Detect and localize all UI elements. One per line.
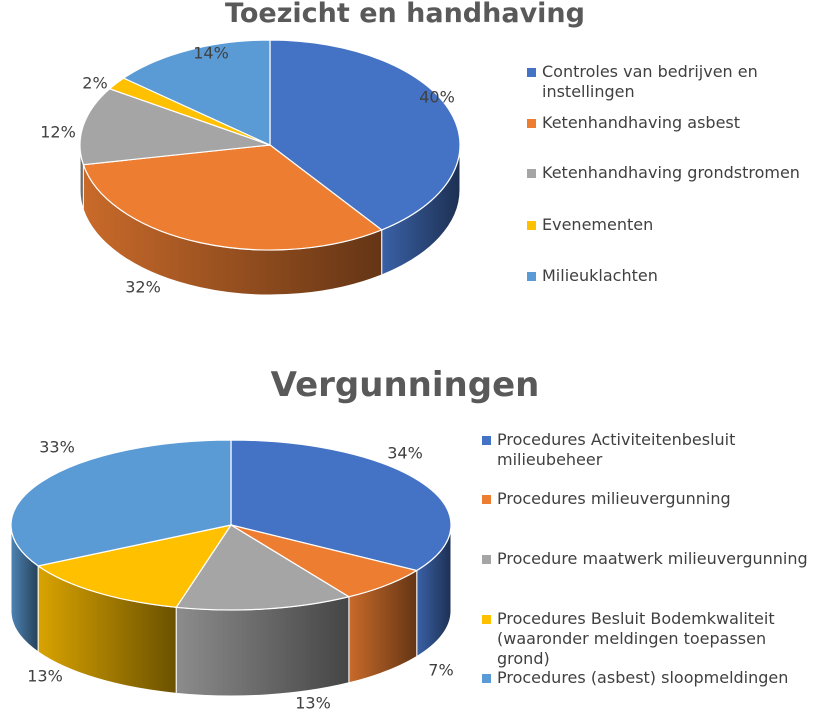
data-label-2: 7%	[428, 661, 453, 680]
legend-label: Milieuklachten	[542, 266, 658, 285]
pie-slice-4	[36, 524, 233, 608]
pie-slice-3	[175, 524, 351, 611]
chart-title: Toezicht en handhaving	[225, 0, 585, 29]
data-label-3: 13%	[295, 694, 331, 713]
legend-swatch	[527, 272, 536, 281]
legend-swatch	[482, 555, 491, 564]
legend-swatch	[527, 68, 536, 77]
data-label-4: 13%	[27, 667, 63, 686]
legend-item-2: Ketenhandhaving asbest	[527, 113, 740, 132]
data-label-1: 40%	[419, 88, 455, 107]
legend-label: Procedures milieuvergunning	[497, 489, 731, 508]
chart-vergunningen: Vergunningen 34% 7% 13% 13% 33% Procedures Act…	[10, 365, 808, 713]
legend-label: Procedure maatwerk milieuvergunning	[497, 549, 808, 568]
pie-slice-1	[269, 39, 461, 231]
legend-label: Controles van bedrijven en instellingen	[542, 62, 758, 101]
legend-item-5: Milieuklachten	[527, 266, 658, 285]
data-label-1: 34%	[387, 444, 423, 463]
legend-item-4: Procedures Besluit Bodemkwaliteit (waaron…	[482, 609, 775, 668]
legend-label: Ketenhandhaving grondstromen	[542, 163, 800, 182]
pie-slice-3	[79, 88, 271, 166]
data-label-3: 12%	[40, 123, 76, 142]
legend-item-3: Ketenhandhaving grondstromen	[527, 163, 800, 182]
legend-swatch	[482, 436, 491, 445]
legend-label: Ketenhandhaving asbest	[542, 113, 740, 132]
legend-label: Procedures Besluit Bodemkwaliteit (waaron…	[497, 609, 775, 668]
pie-slice-5	[10, 439, 232, 567]
data-label-5: 33%	[39, 438, 75, 457]
legend: Procedures Activiteitenbesluit milieubehe…	[482, 430, 808, 687]
legend-swatch	[482, 674, 491, 683]
legend-item-3: Procedure maatwerk milieuvergunning	[482, 549, 808, 568]
legend-swatch	[482, 615, 491, 624]
legend-item-1: Procedures Activiteitenbesluit milieubehe…	[482, 430, 735, 469]
legend-item-5: Procedures (asbest) sloopmeldingen	[482, 668, 788, 687]
legend-label: Evenementen	[542, 215, 653, 234]
data-label-2: 32%	[125, 278, 161, 297]
legend: Controles van bedrijven en instellingen Ke…	[527, 62, 800, 285]
chart-toezicht: Toezicht en handhaving 40% 32% 12% 2% 14% Cont…	[40, 0, 800, 297]
legend-label: Procedures (asbest) sloopmeldingen	[497, 668, 788, 687]
legend-item-4: Evenementen	[527, 215, 653, 234]
legend-swatch	[482, 495, 491, 504]
legend-item-2: Procedures milieuvergunning	[482, 489, 731, 508]
legend-swatch	[527, 169, 536, 178]
chart-title: Vergunningen	[271, 365, 540, 405]
legend-swatch	[527, 221, 536, 230]
pie-side-3	[175, 596, 350, 697]
legend-label: Procedures Activiteitenbesluit milieubehe…	[497, 430, 735, 469]
data-label-5: 14%	[193, 44, 229, 63]
pie-slice-2	[82, 144, 383, 251]
legend-item-1: Controles van bedrijven en instellingen	[527, 62, 758, 101]
data-label-4: 2%	[82, 74, 107, 93]
pie-slice-5	[122, 39, 271, 146]
legend-swatch	[527, 119, 536, 128]
